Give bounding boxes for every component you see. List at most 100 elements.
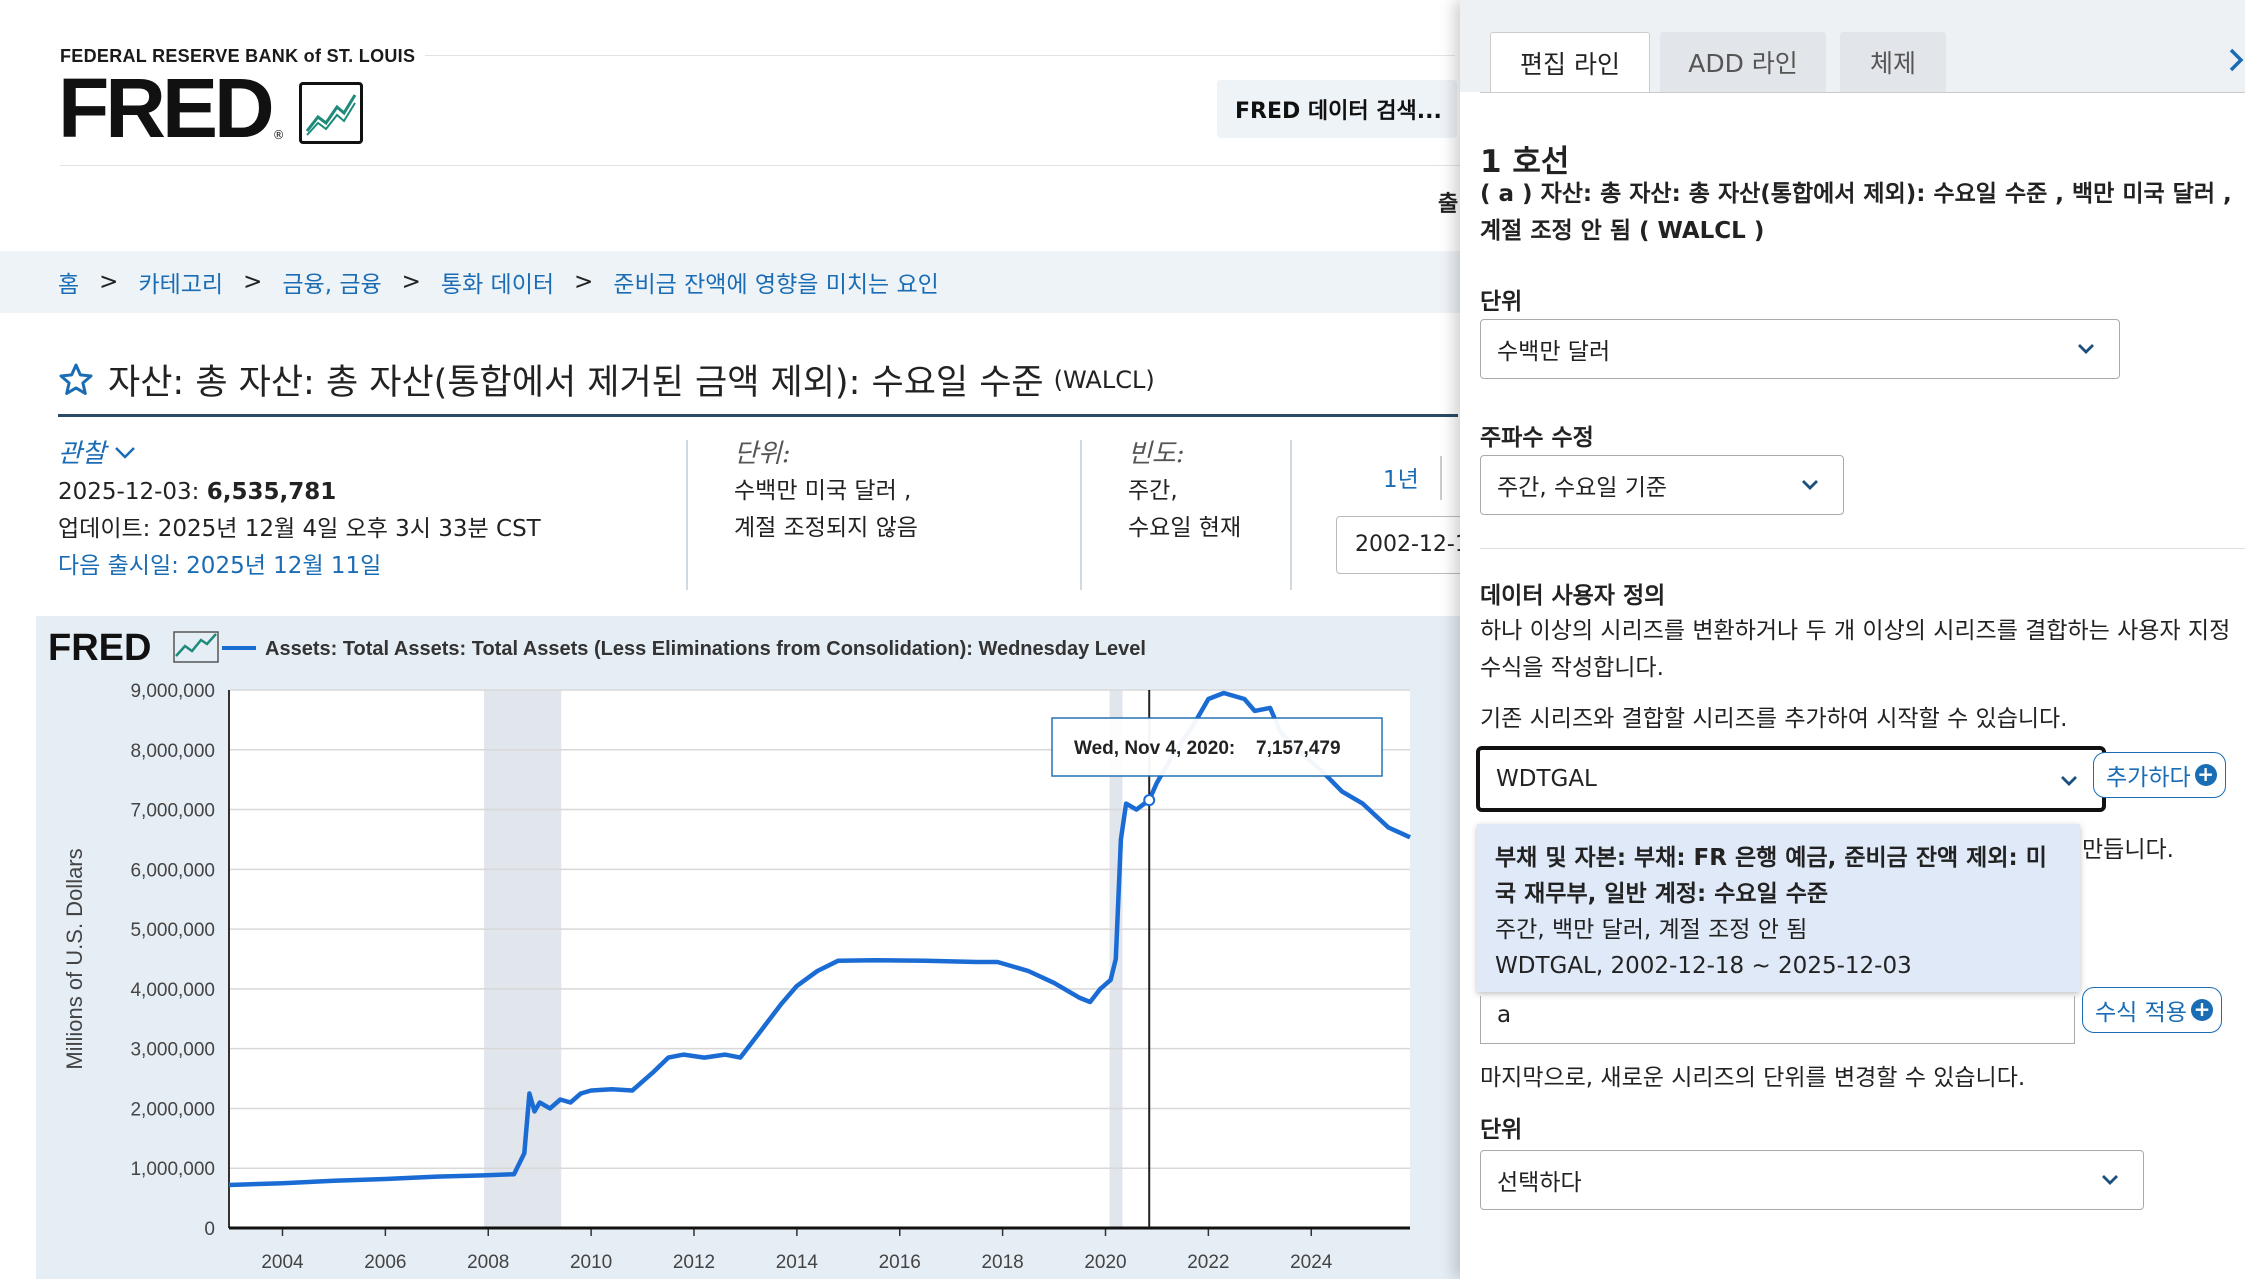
y-tick-label: 2,000,000	[130, 1099, 215, 1120]
fred-chart[interactable]: 0 1,000,000 2,000,000 3,000,000 4,000,000 5,0…	[36, 616, 1460, 1279]
range-1y-button[interactable]: 1년	[1383, 467, 1419, 493]
series-description: ( a ) 자산: 총 자산: 총 자산(통합에서 제외): 수요일 수준 , …	[1480, 181, 2232, 244]
chart-svg: 0 1,000,000 2,000,000 3,000,000 4,000,000 5,0…	[48, 627, 1411, 1273]
frequency-select-value: 주간, 수요일 기준	[1497, 475, 1668, 501]
units-select-value: 수백만 달러	[1497, 339, 1611, 365]
chevron-right-icon[interactable]	[2228, 46, 2244, 81]
tab-format[interactable]: 체제	[1840, 32, 1946, 92]
units-select[interactable]: 수백만 달러	[1480, 319, 2120, 379]
units-column: 단위: 수백만 미국 달러 , 계절 조정되지 않음	[734, 436, 918, 547]
hidden-text-tail: 만듭니다.	[2082, 837, 2174, 863]
x-tick-label: 2020	[1084, 1252, 1126, 1273]
customize-start-text: 기존 시리즈와 결합할 시리즈를 추가하여 시작할 수 있습니다.	[1480, 706, 2068, 732]
observation-value: 6,535,781	[206, 479, 337, 505]
y-tick-label: 0	[204, 1219, 215, 1240]
x-tick-label: 2006	[364, 1252, 406, 1273]
units-label: 단위:	[734, 439, 791, 469]
breadcrumb-money-banking[interactable]: 금융, 금융	[282, 272, 382, 298]
suggestion-range: WDTGAL, 2002-12-18 ~ 2025-12-03	[1495, 953, 1912, 979]
frequency-label: 빈도:	[1128, 439, 1185, 469]
breadcrumb-separator: >	[401, 269, 421, 295]
x-tick-label: 2014	[776, 1252, 819, 1273]
breadcrumb-reserve-factors[interactable]: 준비금 잔액에 영향을 미치는 요인	[613, 272, 939, 298]
chart-logo-icon	[175, 633, 217, 657]
breadcrumb: 홈 > 카테고리 > 금융, 금융 > 통화 데이터 > 준비금 잔액에 영향을…	[0, 251, 1460, 313]
breadcrumb-categories[interactable]: 카테고리	[138, 272, 224, 298]
logo-registered-mark: ®	[272, 128, 285, 142]
truncated-header-text: 출	[1438, 192, 1459, 217]
add-series-button[interactable]: 추가하다 +	[2093, 752, 2226, 798]
tab-add-line[interactable]: ADD 라인	[1660, 32, 1826, 92]
x-tick-label: 2008	[467, 1252, 509, 1273]
y-tick-label: 6,000,000	[130, 860, 215, 881]
x-tick-label: 2022	[1187, 1252, 1229, 1273]
observation-date: 2025-12-03:	[58, 479, 200, 505]
meta-divider	[1080, 440, 1082, 590]
tooltip-box	[1051, 717, 1383, 777]
add-series-label: 추가하다	[2106, 765, 2191, 791]
series-suggestion-dropdown[interactable]: 부채 및 자본: 부채: FR 은행 예금, 준비금 잔액 제외: 미국 재무부…	[1477, 824, 2080, 992]
section-divider	[1480, 548, 2245, 549]
units-section-label: 단위	[1480, 289, 1523, 315]
header-divider	[60, 165, 1460, 166]
frequency-column: 빈도: 주간, 수요일 현재	[1128, 436, 1241, 547]
series-id: (WALCL)	[1053, 365, 1155, 394]
chevron-down-icon	[2061, 776, 2077, 786]
observation-latest: 2025-12-03: 6,535,781	[58, 474, 541, 511]
tab-edit-line[interactable]: 편집 라인	[1490, 32, 1650, 92]
y-tick-label: 5,000,000	[130, 920, 215, 941]
frequency-line-2: 수요일 현재	[1128, 515, 1242, 541]
observation-label: 관찰	[58, 439, 106, 469]
x-tick-label: 2004	[261, 1252, 304, 1273]
suggestion-title: 부채 및 자본: 부채: FR 은행 예금, 준비금 잔액 제외: 미국 재무부…	[1495, 845, 2047, 907]
formula-input[interactable]: a	[1480, 996, 2075, 1044]
observation-column: 관찰 2025-12-03: 6,535,781 업데이트: 2025년 12월…	[58, 436, 541, 585]
chevron-down-icon	[2078, 344, 2094, 354]
apply-formula-label: 수식 적용	[2095, 1000, 2187, 1026]
series-search-value: WDTGAL	[1496, 766, 1597, 792]
y-tick-label: 3,000,000	[130, 1040, 215, 1061]
final-units-select[interactable]: 선택하다	[1480, 1150, 2144, 1210]
customize-section-label: 데이터 사용자 정의	[1480, 583, 1666, 609]
breadcrumb-monetary-data[interactable]: 통화 데이터	[440, 272, 555, 298]
final-units-value: 선택하다	[1497, 1170, 1582, 1196]
breadcrumb-separator: >	[574, 269, 594, 295]
frequency-section-label: 주파수 수정	[1480, 425, 1594, 451]
search-button[interactable]: FRED 데이터 검색...	[1217, 80, 1457, 138]
x-tick-label: 2012	[673, 1252, 715, 1273]
chart-line-icon	[298, 82, 363, 144]
logo-wordmark: FRED	[58, 61, 275, 155]
frequency-line-1: 주간,	[1128, 478, 1178, 504]
x-tick-label: 2018	[981, 1252, 1023, 1273]
x-tick-label: 2010	[570, 1252, 612, 1273]
chevron-down-icon	[2102, 1175, 2118, 1185]
observation-toggle[interactable]: 관찰	[58, 436, 541, 474]
breadcrumb-home[interactable]: 홈	[58, 272, 80, 298]
hover-point	[1143, 794, 1156, 807]
star-icon[interactable]	[58, 362, 94, 398]
meta-divider	[1290, 440, 1292, 590]
x-tick-label: 2024	[1290, 1252, 1333, 1273]
y-tick-label: 4,000,000	[130, 980, 215, 1001]
edit-graph-panel: 편집 라인 ADD 라인 체제 1 호선 ( a ) 자산: 총 자산: 총 자…	[1460, 0, 2245, 1279]
breadcrumb-separator: >	[99, 269, 119, 295]
series-search-select[interactable]: WDTGAL	[1476, 746, 2106, 812]
next-release-link[interactable]: 다음 출시일: 2025년 12월 11일	[58, 553, 382, 579]
start-date-input[interactable]: 2002-12-18	[1336, 516, 1466, 574]
panel-tab-bar: 편집 라인 ADD 라인 체제	[1460, 0, 2245, 92]
header-rule	[425, 55, 1455, 56]
range-separator	[1440, 456, 1442, 500]
y-tick-label: 7,000,000	[130, 801, 215, 822]
recession-band	[484, 690, 562, 1228]
y-tick-label: 9,000,000	[130, 681, 215, 702]
chevron-down-icon	[115, 447, 136, 459]
updated-text: 업데이트: 2025년 12월 4일 오후 3시 33분 CST	[58, 516, 541, 542]
frequency-select[interactable]: 주간, 수요일 기준	[1480, 455, 1844, 515]
apply-formula-button[interactable]: 수식 적용 +	[2082, 987, 2222, 1033]
fred-logo[interactable]: FRED ®	[58, 61, 363, 155]
y-axis-title: Millions of U.S. Dollars	[62, 848, 87, 1069]
x-tick-label: 2016	[879, 1252, 921, 1273]
customize-description: 하나 이상의 시리즈를 변환하거나 두 개 이상의 시리즈를 결합하는 사용자 …	[1480, 618, 2231, 681]
meta-divider	[686, 440, 688, 590]
units-line-1: 수백만 미국 달러 ,	[734, 478, 912, 504]
